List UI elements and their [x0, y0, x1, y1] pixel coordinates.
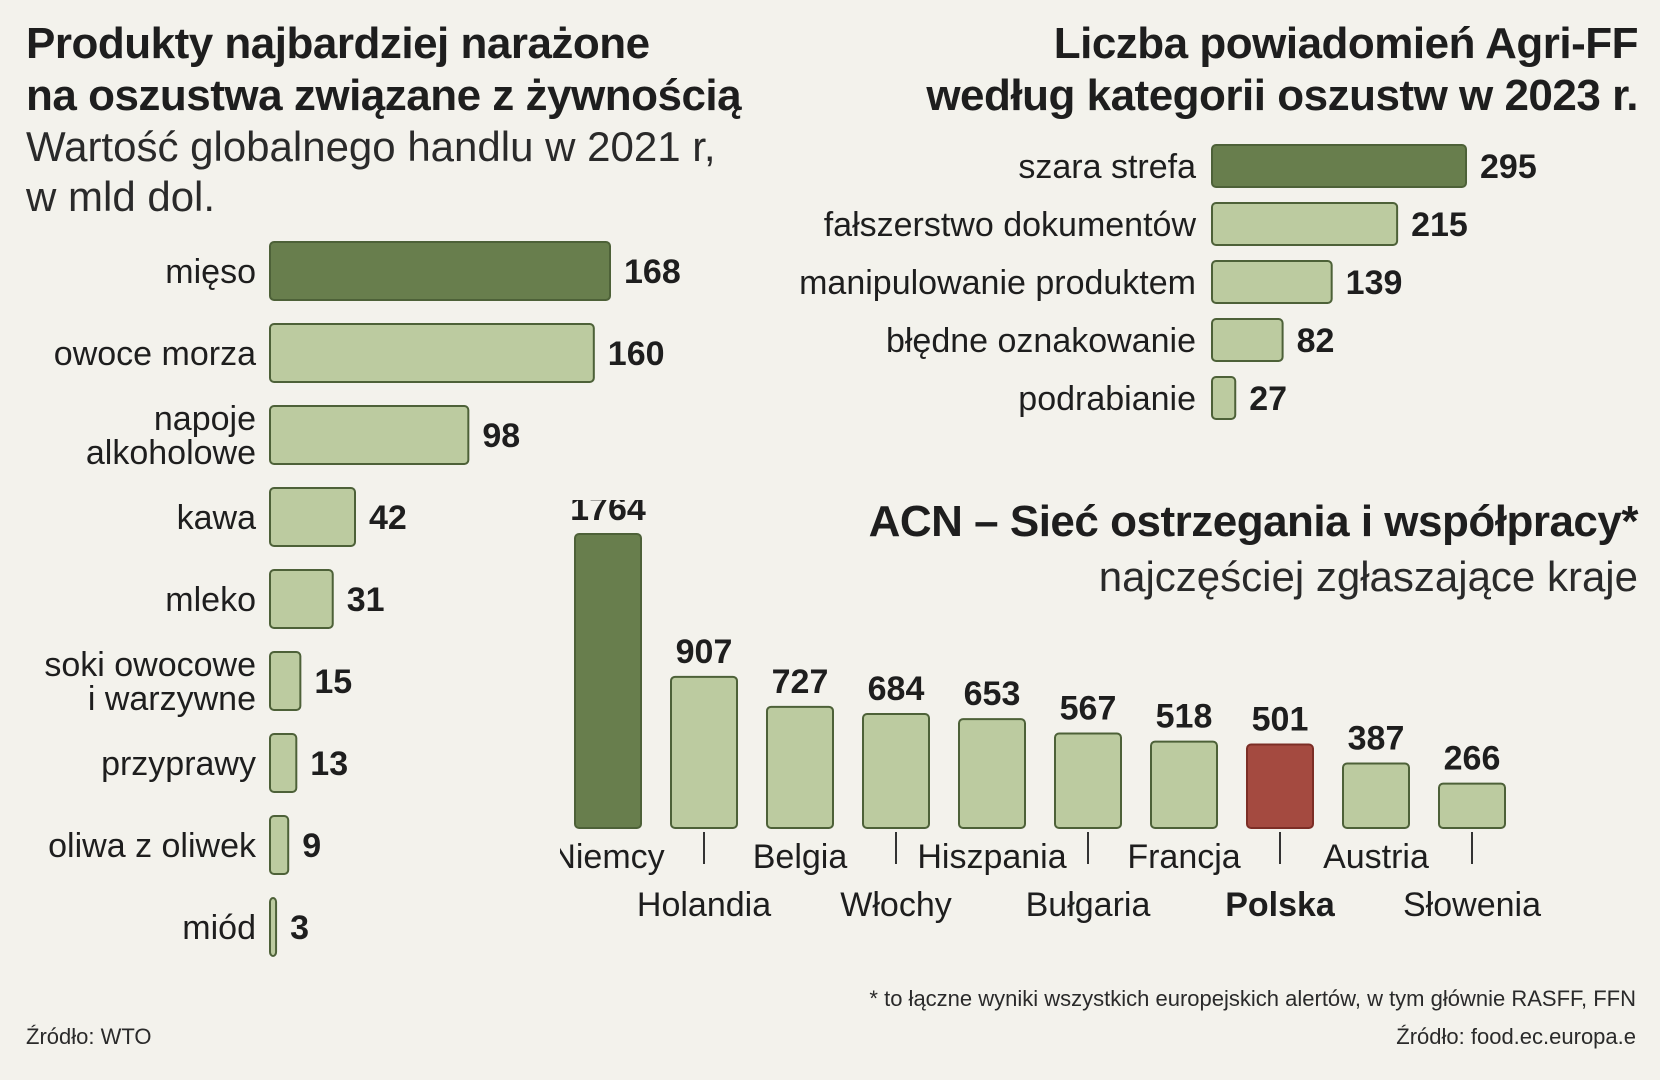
- value-label: 15: [314, 663, 352, 701]
- bar: [1246, 743, 1314, 829]
- value-label: 9: [302, 827, 321, 865]
- category-label: miód: [182, 909, 256, 947]
- bar: [1211, 260, 1333, 304]
- category-label: owoce morza: [54, 335, 256, 373]
- value-label: 727: [772, 663, 829, 701]
- value-label: 684: [868, 670, 925, 708]
- bar: [862, 713, 930, 829]
- bar: [269, 487, 356, 547]
- bar: [269, 733, 298, 793]
- category-label: Bułgaria: [1026, 886, 1151, 924]
- acn-bar-chart: 1764 Niemcy 907 Holandia 727 Belgia 684 Włochy 6…: [560, 500, 1541, 924]
- category-label: Hiszpania: [917, 838, 1066, 876]
- bar: [1054, 732, 1122, 829]
- value-label: 168: [624, 253, 681, 291]
- bar: [766, 705, 834, 829]
- value-label: 653: [964, 675, 1021, 713]
- category-label: szara strefa: [1018, 148, 1196, 186]
- category-label: Włochy: [840, 886, 951, 924]
- category-label: manipulowanie produktem: [799, 264, 1196, 302]
- category-label: Austria: [1323, 838, 1429, 876]
- acn-source: Źródło: food.ec.europa.e: [1396, 1024, 1636, 1049]
- agriff-bar-chart: 295 szara strefa 215 fałszerstwo dokumentów…: [799, 144, 1537, 420]
- value-label: 518: [1156, 698, 1213, 736]
- agriff-chart-title-line1: Liczba powiadomień Agri-FF: [1053, 19, 1639, 68]
- category-label: Niemcy: [560, 838, 665, 876]
- bar: [269, 897, 278, 957]
- left-chart-subtitle-line2: w mld dol.: [26, 173, 216, 220]
- category-label: Belgia: [753, 838, 848, 876]
- category-label: alkoholowe: [86, 434, 256, 472]
- value-label: 42: [369, 499, 407, 537]
- category-label: błędne oznakowanie: [886, 322, 1196, 360]
- bar: [269, 651, 302, 711]
- left-source: Źródło: WTO: [26, 1024, 152, 1049]
- category-label: soki owocowe: [44, 646, 256, 684]
- bar: [269, 241, 611, 301]
- category-label: podrabianie: [1018, 380, 1196, 418]
- category-label: mięso: [165, 253, 256, 291]
- category-label: kawa: [177, 499, 256, 537]
- bar: [269, 405, 470, 465]
- value-label: 31: [347, 581, 385, 619]
- value-label: 1764: [570, 500, 646, 528]
- left-chart-title-line2: na oszustwa związane z żywnością: [26, 71, 742, 120]
- value-label: 215: [1411, 206, 1468, 244]
- bar: [670, 675, 738, 829]
- bar: [1438, 782, 1506, 829]
- value-label: 27: [1249, 380, 1287, 418]
- bar: [1211, 202, 1399, 246]
- value-label: 907: [676, 633, 733, 671]
- category-label: Słowenia: [1403, 886, 1541, 924]
- category-label: Polska: [1225, 886, 1336, 924]
- value-label: 567: [1060, 690, 1117, 728]
- value-label: 160: [608, 335, 665, 373]
- acn-chart-title: ACN – Sieć ostrzegania i współpracy*: [868, 497, 1639, 546]
- bar: [1211, 376, 1237, 420]
- value-label: 98: [482, 417, 520, 455]
- bar: [1150, 740, 1218, 830]
- bar: [574, 533, 642, 829]
- left-chart-title-line1: Produkty najbardziej narażone: [26, 19, 650, 68]
- acn-footnote: * to łączne wyniki wszystkich europejski…: [869, 986, 1636, 1011]
- category-label: mleko: [165, 581, 256, 619]
- value-label: 387: [1348, 720, 1405, 758]
- category-label: Holandia: [637, 886, 771, 924]
- agriff-chart-title-line2: według kategorii oszustw w 2023 r.: [926, 71, 1638, 120]
- value-label: 82: [1297, 322, 1335, 360]
- value-label: 139: [1346, 264, 1403, 302]
- bar: [1211, 318, 1284, 362]
- bar: [1211, 144, 1467, 188]
- left-chart-subtitle-line1: Wartość globalnego handlu w 2021 r,: [26, 123, 716, 170]
- category-label: oliwa z oliwek: [48, 827, 257, 865]
- value-label: 266: [1444, 740, 1501, 778]
- value-label: 501: [1252, 701, 1309, 739]
- bar: [269, 815, 290, 875]
- category-label: i warzywne: [88, 680, 256, 718]
- category-label: przyprawy: [101, 745, 256, 783]
- bar: [269, 569, 334, 629]
- bar: [958, 718, 1026, 830]
- value-label: 13: [310, 745, 348, 783]
- value-label: 3: [290, 909, 309, 947]
- category-label: Francja: [1127, 838, 1240, 876]
- category-label: napoje: [154, 400, 256, 438]
- bar: [269, 323, 595, 383]
- value-label: 295: [1480, 148, 1537, 186]
- acn-chart-subtitle: najczęściej zgłaszające kraje: [1098, 553, 1638, 600]
- products-bar-chart: 168 mięso 160 owoce morza 98 napojealkoholowe…: [44, 241, 681, 957]
- category-label: fałszerstwo dokumentów: [824, 206, 1197, 244]
- bar: [1342, 762, 1410, 829]
